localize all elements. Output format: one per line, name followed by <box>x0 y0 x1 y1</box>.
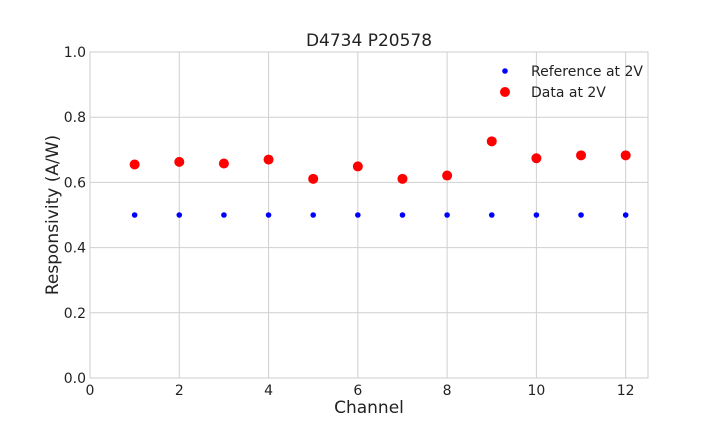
data-point <box>533 212 540 218</box>
data-point <box>308 173 319 184</box>
data-point <box>176 212 183 218</box>
x-tick-label: 0 <box>86 383 95 399</box>
data-point <box>174 156 185 167</box>
data-point <box>355 212 361 218</box>
x-ticks: 0 2 4 6 8 10 12 <box>86 383 635 399</box>
data-point <box>221 212 227 218</box>
y-tick-label: 0.4 <box>64 241 86 257</box>
data-point <box>265 212 272 218</box>
y-tick-label: 0.0 <box>64 371 86 387</box>
data-point <box>578 212 584 218</box>
y-tick-label: 0.6 <box>64 175 86 191</box>
data-point <box>486 136 497 147</box>
y-tick-label: 1.0 <box>64 45 86 61</box>
data-point <box>576 150 587 161</box>
legend-label: Data at 2V <box>531 85 606 101</box>
data-point <box>397 173 408 184</box>
y-tick-label: 0.2 <box>64 306 86 322</box>
x-tick-label: 4 <box>264 383 273 399</box>
data-point <box>531 153 542 164</box>
data-point <box>310 212 317 218</box>
x-tick-label: 8 <box>443 383 452 399</box>
data-point <box>129 159 140 170</box>
x-tick-label: 2 <box>175 383 184 399</box>
x-tick-label: 6 <box>353 383 362 399</box>
data-point <box>622 212 629 218</box>
data-point <box>352 161 363 172</box>
legend-marker <box>502 68 508 74</box>
data-point <box>444 212 450 218</box>
data-point <box>620 150 631 161</box>
data-point <box>442 170 453 181</box>
y-tick-label: 0.8 <box>64 110 86 126</box>
data-point <box>131 212 138 218</box>
data-point <box>263 154 274 165</box>
legend: Reference at 2V Data at 2V <box>500 64 643 101</box>
chart-title: D4734 P20578 <box>306 31 432 51</box>
legend-marker <box>500 87 510 97</box>
data-point <box>488 212 495 218</box>
legend-label: Reference at 2V <box>531 64 643 80</box>
y-axis-label: Responsivity (A/W) <box>43 135 63 295</box>
data-point <box>399 212 406 218</box>
plot-frame <box>89 51 649 379</box>
y-ticks: 0.0 0.2 0.4 0.6 0.8 1.0 <box>64 45 86 387</box>
data-point <box>218 158 229 169</box>
x-tick-label: 10 <box>527 383 545 399</box>
x-tick-label: 12 <box>617 383 635 399</box>
x-axis-label: Channel <box>334 398 404 418</box>
points <box>129 136 631 218</box>
